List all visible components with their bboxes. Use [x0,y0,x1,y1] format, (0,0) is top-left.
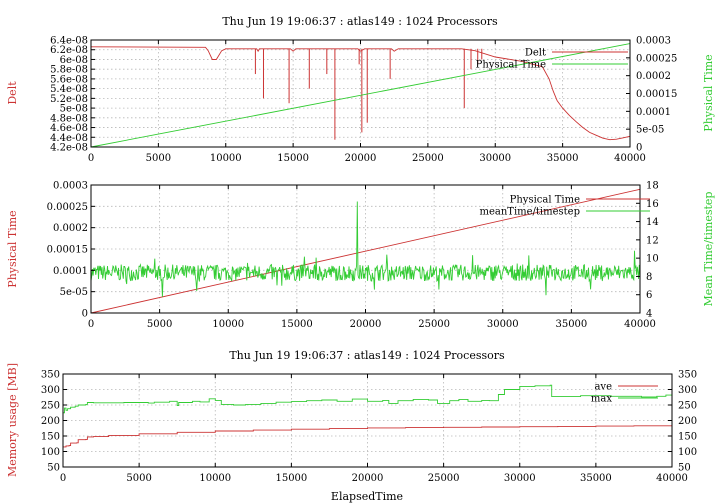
y-axis-label: Memory usage [MB] [6,363,19,477]
y-tick-label: 250 [41,401,60,412]
x-tick-label: 25000 [428,473,460,484]
x-tick-label: 25000 [412,153,444,164]
series-physical-time-line [90,43,631,148]
x-axis-label: ElapsedTime [331,490,403,503]
y-tick-label: 6.4e-08 [50,36,88,47]
y2-axis-label: Physical Time [702,54,715,131]
legend-label: meanTime/timestep [479,207,580,218]
y2-tick-label: 0.0003 [636,36,671,47]
y-tick-label: 4.8e-08 [50,113,88,124]
x-tick-label: 0 [60,473,66,484]
y2-tick-label: 50 [678,463,691,474]
y2-tick-label: 0.0002 [636,71,671,82]
y-tick-label: 0.0001 [53,266,88,277]
y2-tick-label: 100 [678,447,697,458]
y-tick-label: 0.00015 [47,245,88,256]
series-delt-line [90,46,631,141]
legend-label: Physical Time [510,195,580,206]
x-tick-label: 30000 [504,473,536,484]
y-tick-label: 200 [41,416,60,427]
x-tick-label: 30000 [487,319,519,330]
y2-tick-label: 4 [646,309,652,320]
y2-tick-label: 200 [678,416,697,427]
y2-tick-label: 6 [646,290,652,301]
y-tick-label: 4.4e-08 [50,133,88,144]
y2-tick-label: 0.00015 [636,89,677,100]
series-meantime-timestep-line [90,201,641,297]
y2-tick-label: 16 [646,199,659,210]
x-tick-label: 40000 [624,319,656,330]
x-tick-label: 15000 [281,319,313,330]
x-tick-label: 15000 [275,473,307,484]
y-tick-label: 0.0002 [53,223,88,234]
x-tick-label: 10000 [212,319,244,330]
y2-tick-label: 150 [678,432,697,443]
y-tick-label: 4.6e-08 [50,123,88,134]
y-tick-label: 5.6e-08 [50,74,88,85]
y-tick-label: 100 [41,447,60,458]
x-tick-label: 5000 [126,473,151,484]
x-tick-label: 0 [88,153,94,164]
y-axis-label: Delt [6,81,19,105]
y-tick-label: 0 [82,309,88,320]
x-tick-label: 10000 [210,153,242,164]
x-tick-label: 35000 [555,319,587,330]
legend-label: Delt [525,48,546,59]
y-tick-label: 50 [47,463,60,474]
y2-tick-label: 300 [678,385,697,396]
y2-tick-label: 250 [678,401,697,412]
y-tick-label: 0.0003 [53,181,88,192]
y-tick-label: 0.00025 [47,202,88,213]
x-tick-label: 20000 [352,473,384,484]
y-tick-label: 150 [41,432,60,443]
x-tick-label: 35000 [580,473,612,484]
y2-tick-label: 350 [678,370,697,381]
panel-delt-physical-time: Thu Jun 19 19:06:37 : atlas149 : 1024 Pr… [6,15,715,164]
y-tick-label: 5.2e-08 [50,94,88,105]
y-tick-label: 300 [41,385,60,396]
series-ave-line [63,425,673,448]
x-tick-label: 40000 [614,153,646,164]
x-tick-label: 20000 [350,319,382,330]
y2-tick-label: 0 [636,143,642,154]
x-tick-label: 0 [88,319,94,330]
legend-label: max [591,394,612,405]
y2-tick-label: 12 [646,235,659,246]
x-tick-label: 5000 [146,153,171,164]
series-physical-time-line [90,188,641,314]
y-tick-label: 5e-08 [60,104,88,115]
y-tick-label: 350 [41,370,60,381]
series-max-line [63,384,673,414]
x-tick-label: 20000 [345,153,377,164]
y-tick-label: 6e-08 [60,55,88,66]
y-tick-label: 5.4e-08 [50,84,88,95]
y-axis-label: Physical Time [6,210,19,287]
legend-label: ave [594,382,612,393]
y2-tick-label: 14 [646,217,659,228]
chart-title: Thu Jun 19 19:06:37 : atlas149 : 1024 Pr… [229,349,505,362]
y-tick-label: 5.8e-08 [50,65,88,76]
x-tick-label: 25000 [418,319,450,330]
x-tick-label: 40000 [656,473,688,484]
y2-tick-label: 0.0001 [636,107,671,118]
chart-title: Thu Jun 19 19:06:37 : atlas149 : 1024 Pr… [222,15,498,28]
y-tick-label: 5e-05 [60,287,88,298]
y2-tick-label: 10 [646,254,659,265]
x-tick-label: 5000 [147,319,172,330]
y2-tick-label: 0.00025 [636,53,677,64]
panel-physical-time-mean-time: 0 5000 10000 15000 20000 25000 30000 35000 40000… [6,181,715,331]
panel-memory-usage: Thu Jun 19 19:06:37 : atlas149 : 1024 Pr… [6,349,697,503]
y-tick-label: 6.2e-08 [50,45,88,56]
y2-tick-label: 18 [646,181,659,192]
y2-tick-label: 8 [646,272,652,283]
legend-label: Physical Time [476,60,546,71]
y-tick-label: 4.2e-08 [50,143,88,154]
y2-axis-label: Mean Time/timestep [702,192,715,307]
x-tick-label: 10000 [199,473,231,484]
x-tick-label: 30000 [479,153,511,164]
x-tick-label: 15000 [277,153,309,164]
y2-tick-label: 5e-05 [636,125,664,136]
x-tick-label: 35000 [547,153,579,164]
